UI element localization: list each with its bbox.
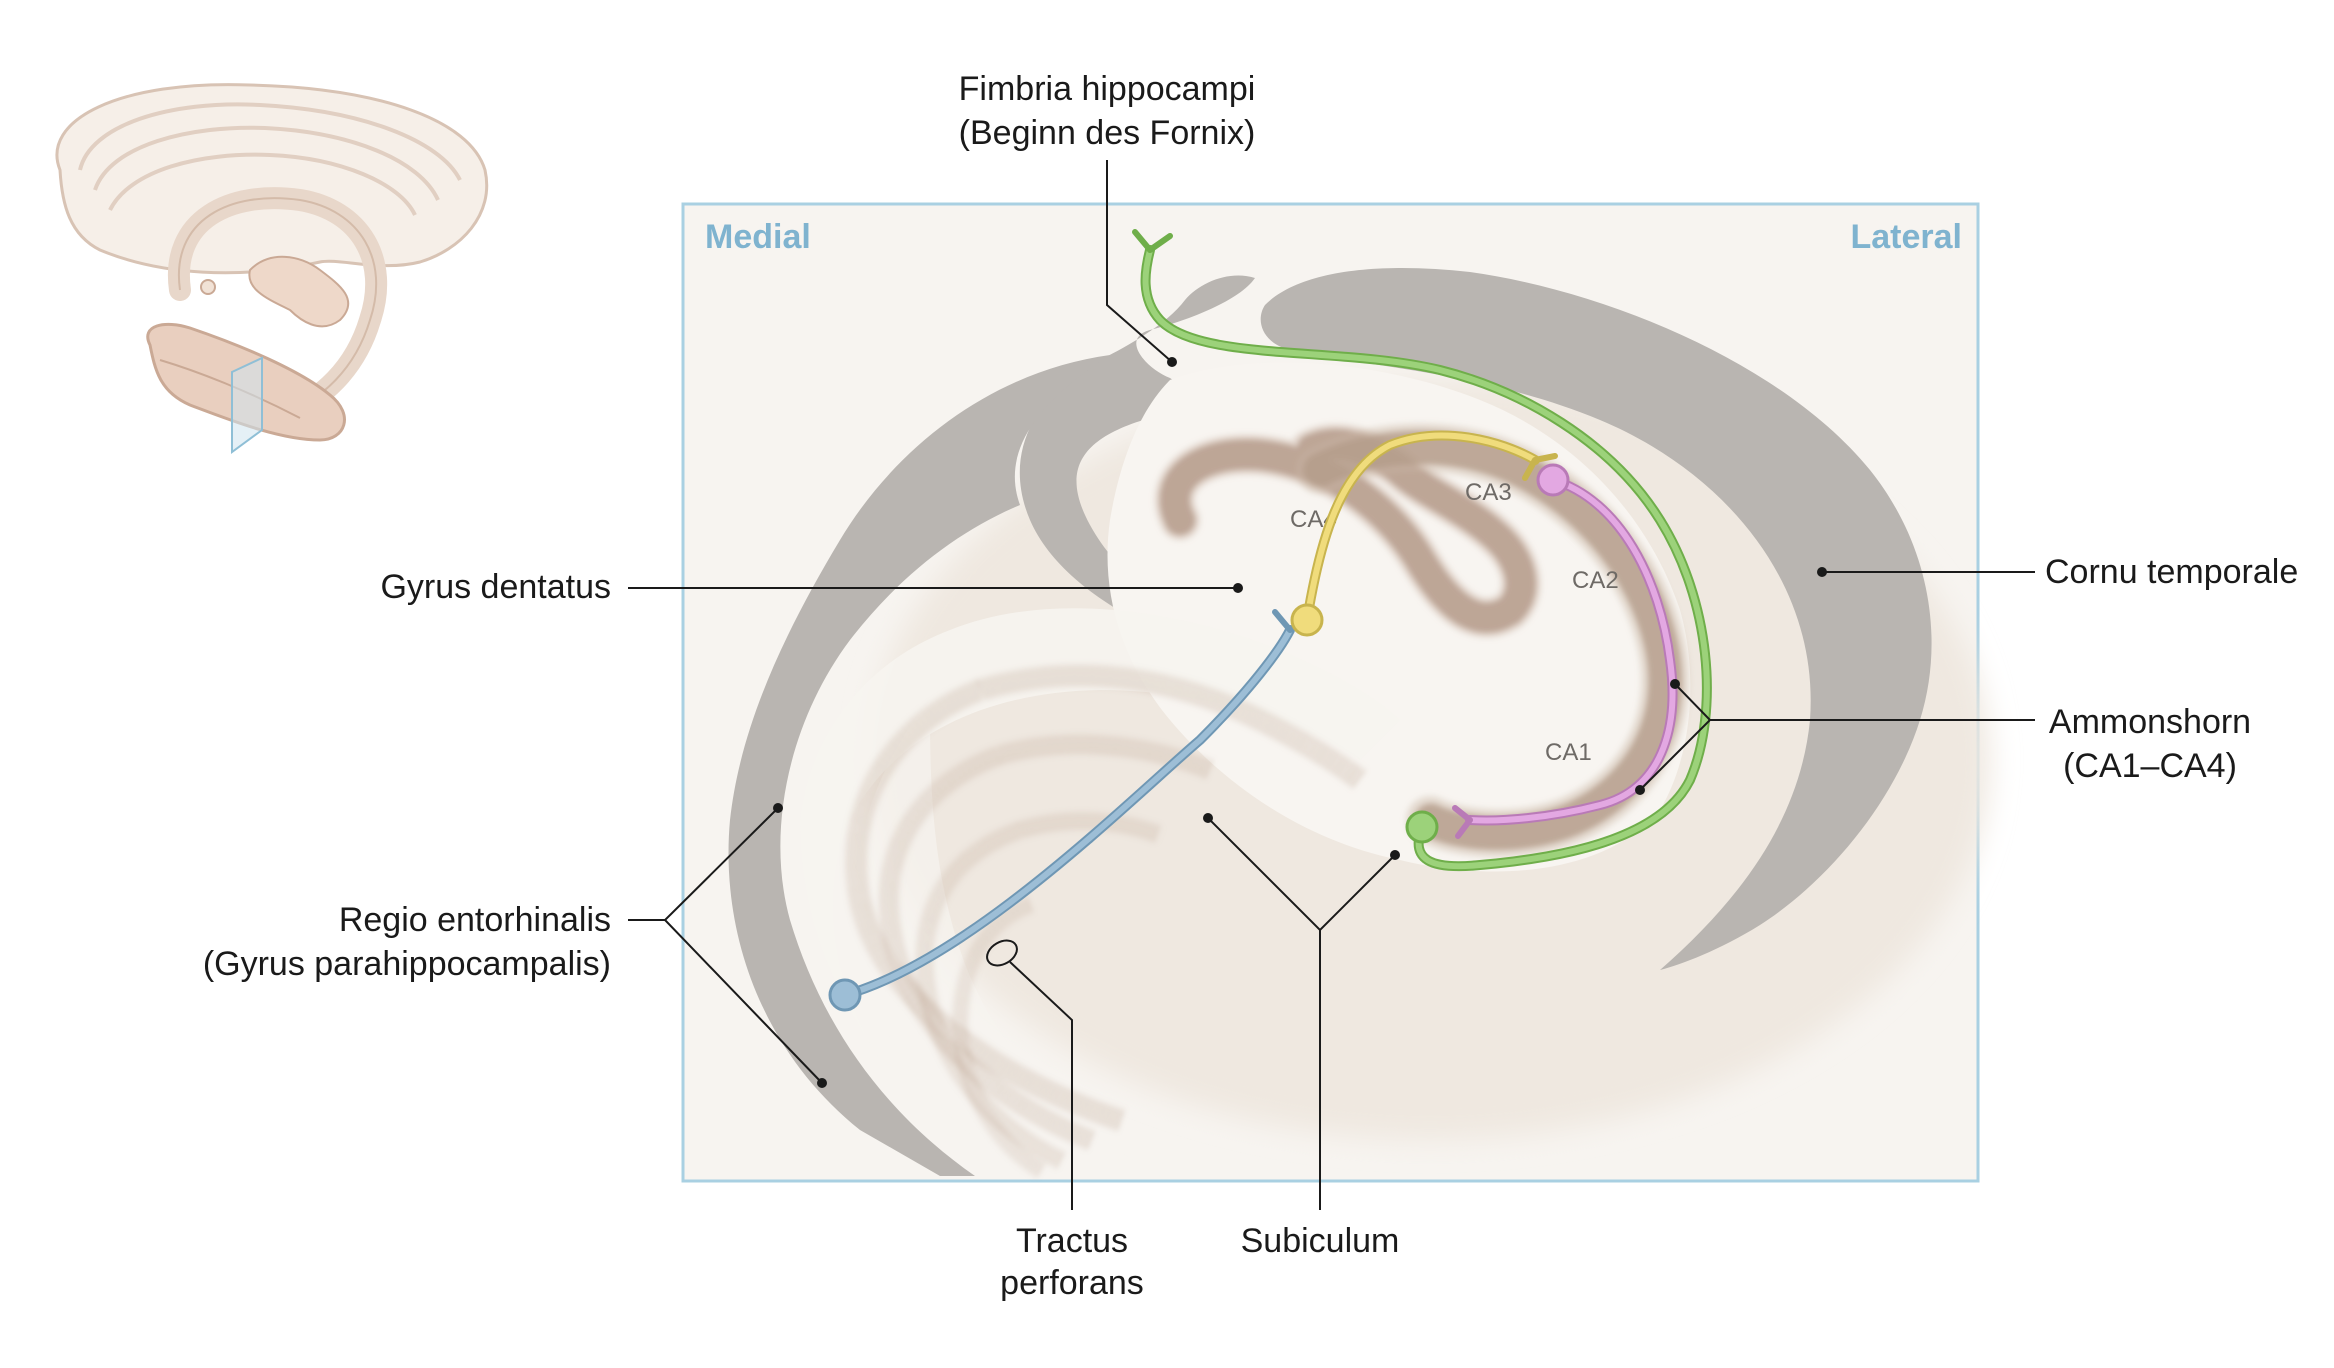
label-cornu-temporale: Cornu temporale (2045, 553, 2298, 591)
label-ammonshorn-line1: Ammonshorn (2049, 703, 2251, 741)
entorhinal-layer-2 (878, 734, 1214, 1150)
region-label-ca1: CA1 (1545, 739, 1592, 766)
leader-lines (628, 160, 2035, 1210)
mossy-fiber (1290, 430, 1558, 637)
regio-entorhinalis-shape (728, 355, 1110, 1176)
label-fimbria-line2: (Beginn des Fornix) (959, 114, 1256, 152)
fimbria-output-fiber (1132, 229, 1712, 872)
thumbnail-section-plane (231, 356, 263, 454)
label-gyrus-dentatus: Gyrus dentatus (380, 568, 611, 606)
medial-label: Medial (705, 218, 811, 256)
region-label-ca2: CA2 (1572, 567, 1619, 594)
label-fimbria-line1: Fimbria hippocampi (959, 70, 1256, 108)
region-label-ca3: CA3 (1465, 479, 1512, 506)
fimbria-gray-shape (1019, 275, 1255, 660)
cell-layers (845, 423, 1690, 1177)
label-tractus-line2: perforans (1000, 1264, 1144, 1302)
label-tractus-line1: Tractus (1016, 1222, 1128, 1260)
label-regio-line2: (Gyrus parahippocampalis) (203, 945, 611, 983)
label-regio-line1: Regio entorhinalis (339, 901, 611, 939)
entorhinal-layer-1 (845, 664, 1367, 1131)
lateral-label: Lateral (1851, 218, 1963, 256)
schaffer-collateral (1452, 463, 1678, 839)
cornu-temporale-shape (1260, 268, 1932, 970)
regio-entorhinalis-inner (854, 700, 1160, 1176)
label-ammonshorn-line2: (CA1–CA4) (2063, 747, 2237, 785)
subiculum-white (800, 608, 1400, 1060)
tractus-perforans-fiber (828, 609, 1313, 1012)
thumbnail-outer-arc (55, 83, 489, 275)
label-subiculum: Subiculum (1241, 1222, 1400, 1260)
thumbnail-dentate (248, 255, 350, 328)
brain-thumbnail (55, 83, 489, 454)
